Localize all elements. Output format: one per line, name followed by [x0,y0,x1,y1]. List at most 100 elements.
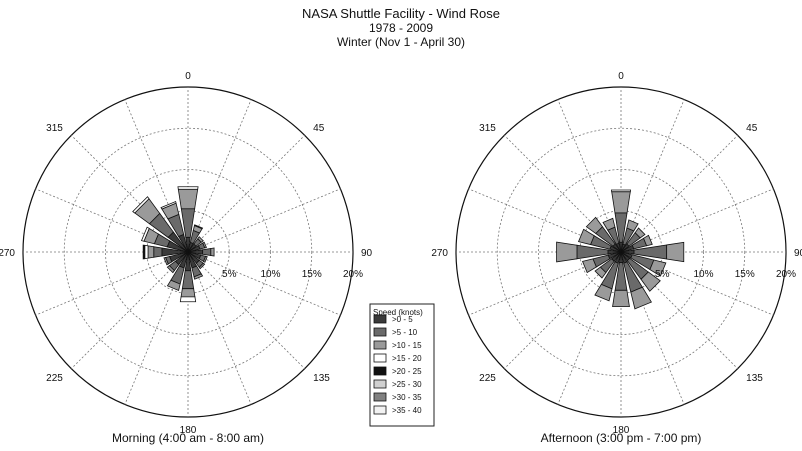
wedge-dir-202_5-bin-2 [594,283,613,302]
radial-tick-1-afternoon: 5% [655,269,670,280]
wedge-dir-292_5-bin-2 [577,228,595,246]
wedge-dir-270-bin-3 [144,244,149,260]
direction-label-225-afternoon: 225 [479,373,496,384]
direction-label-180-afternoon: 180 [613,425,630,436]
radial-tick-3-morning: 15% [302,269,322,280]
grid-spoke [504,135,622,253]
wedge-dir-270-bin-2 [556,241,578,263]
legend-label: >25 - 30 [392,380,422,389]
legend-swatch [373,314,387,324]
wedge-dir-22_5-bin-2 [626,219,639,232]
legend-label: >0 - 5 [392,315,413,324]
direction-label-135-morning: 135 [313,373,330,384]
radial-tick-4-afternoon: 20% [776,269,796,280]
wedge-dir-225-bin-2 [166,265,175,274]
wedge-dir-157_5-bin-2 [193,273,204,280]
wedge-dir-180-bin-1 [181,270,195,290]
wedge-dir-112_5-bin-2 [203,255,208,263]
wedge-dir-135-bin-2 [640,271,661,292]
wedge-dir-292_5-bin-3 [140,226,150,242]
wedge-dir-180-bin-2 [612,289,630,308]
wedge-dir-0-bin-3 [610,189,632,193]
wedge-dir-90-bin-2 [210,247,215,257]
grid-spoke [620,135,738,253]
grid-ring [496,127,746,377]
wedge-dir-247_5-bin-2 [581,258,597,274]
figure-title: NASA Shuttle Facility - Wind Rose [302,6,500,21]
grid-spoke [187,251,305,369]
grid-spoke [187,135,305,253]
grid-spoke [187,251,341,316]
legend-swatch [373,327,387,337]
direction-label-135-afternoon: 135 [746,373,763,384]
wedge-dir-112_5-bin-2 [649,259,667,277]
grid-spoke [71,135,189,253]
legend-box [369,303,435,427]
grid-spoke [620,251,774,316]
wedge-dir-270-bin-1 [153,246,163,258]
caption-afternoon: Afternoon (3:00 pm - 7:00 pm) [541,431,702,445]
wedge-dir-90-bin-1 [202,248,212,256]
legend-swatch [373,405,387,415]
wedge-dir-67_5-bin-2 [202,241,207,249]
direction-label-315-afternoon: 315 [479,123,496,134]
grid-spoke [468,188,622,253]
grid-spoke [620,251,685,405]
grid-spoke [504,251,622,369]
grid-ring [538,169,704,335]
legend-label: >5 - 10 [392,328,418,337]
grid-spoke [187,251,252,405]
direction-label-0-afternoon: 0 [618,71,624,82]
direction-label-45-afternoon: 45 [746,123,758,134]
legend-label: >15 - 20 [392,354,422,363]
grid-spoke [468,251,622,316]
direction-label-180-morning: 180 [180,425,197,436]
direction-label-270-morning: 270 [0,248,15,259]
direction-label-90-afternoon: 90 [794,248,802,259]
wedge-dir-270-bin-4 [142,244,146,260]
direction-label-315-morning: 315 [46,123,63,134]
wedge-dir-315-bin-2 [585,216,603,234]
radial-tick-3-afternoon: 15% [735,269,755,280]
radial-tick-1-morning: 5% [222,269,237,280]
legend-label: >35 - 40 [392,406,422,415]
legend-swatch [373,353,387,363]
legend-swatch [373,392,387,402]
grid-spoke [620,251,738,369]
wedge-dir-0-bin-3 [177,186,199,190]
grid-spoke [557,99,622,253]
radial-tick-4-morning: 20% [343,269,363,280]
caption-morning: Morning (4:00 am - 8:00 am) [112,431,264,445]
wind-rose-afternoon: 0 45 90 135 180 225 270 315 5% 10% 15% 20% [431,71,802,436]
grid-spoke [187,188,341,253]
wedge-dir-157_5-bin-2 [630,286,652,310]
grid-spoke [620,188,774,253]
legend-title: Speed (knots) [373,308,423,317]
grid-ring [105,169,271,335]
wedge-dir-45-bin-2 [634,227,646,239]
grid-spoke [35,188,189,253]
grid-spoke [620,99,685,253]
wedge-dir-67_5-bin-2 [643,234,653,247]
wedge-dir-180-bin-2 [180,288,196,298]
figure-subtitle-season: Winter (Nov 1 - April 30) [337,35,465,49]
grid-spoke [71,251,189,369]
wedge-dir-22_5-bin-3 [193,224,204,230]
wedge-dir-315-bin-3 [132,196,150,214]
wedge-dir-247_5-bin-2 [163,257,169,266]
direction-label-270-afternoon: 270 [431,248,448,259]
radial-tick-2-morning: 10% [260,269,280,280]
legend-label: >30 - 35 [392,393,422,402]
wedge-dir-337_5-bin-3 [160,200,177,210]
wind-rose-morning: 0 45 90 135 180 225 270 315 5% 10% 15% 20% [0,71,373,436]
wedge-dir-225-bin-2 [594,266,607,279]
legend-swatch [373,366,387,376]
wedge-dir-45-bin-2 [197,236,204,243]
wedge-dir-135-bin-2 [198,262,206,270]
direction-label-225-morning: 225 [46,373,63,384]
wedge-dir-270-bin-2 [147,245,155,259]
legend-label: >20 - 25 [392,367,422,376]
radial-tick-2-afternoon: 10% [693,269,713,280]
wedge-dir-202_5-bin-2 [166,279,181,292]
